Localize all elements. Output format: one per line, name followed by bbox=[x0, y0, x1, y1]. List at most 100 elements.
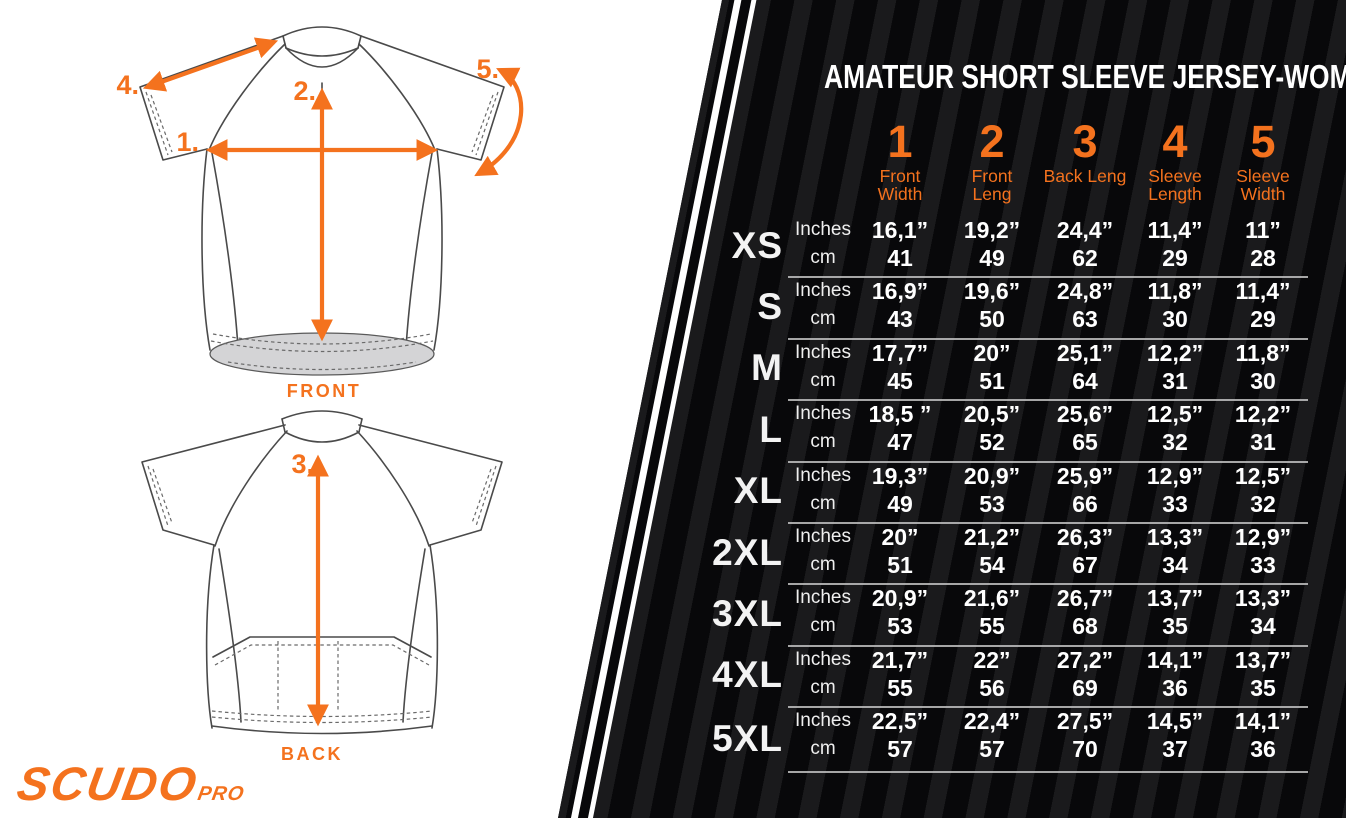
inches-value: 11,4” bbox=[1235, 278, 1291, 305]
inches-value: 12,2” bbox=[1146, 339, 1204, 366]
size-label: XS bbox=[731, 224, 783, 266]
inches-value: 17,7” bbox=[871, 339, 929, 366]
cm-value: 34 bbox=[1250, 613, 1276, 640]
cm-unit-label: cm bbox=[810, 554, 836, 575]
size-label: S bbox=[757, 286, 783, 328]
inches-value: 27,2” bbox=[1056, 646, 1114, 673]
sleeve-length-arrow bbox=[142, 37, 279, 92]
inches-value: 21,6” bbox=[963, 585, 1021, 612]
table-row: S Inches cm 16,9” 43 19,6” 50 24,8” 63 11,8… bbox=[560, 276, 1346, 337]
inches-value: 12,9” bbox=[1234, 524, 1292, 550]
table-row: 4XL Inches cm 21,7” 55 22” 56 27,2” 69 14,1… bbox=[560, 645, 1346, 706]
sleeve-width-arrow bbox=[474, 67, 524, 177]
inches-value: 16,9” bbox=[871, 278, 929, 305]
cm-value: 49 bbox=[887, 490, 913, 517]
inches-value: 20,5” bbox=[963, 401, 1021, 428]
inches-value: 21,2” bbox=[963, 524, 1021, 550]
size-label: 3XL bbox=[712, 593, 783, 635]
row-separator bbox=[788, 522, 1308, 524]
cm-value: 36 bbox=[1162, 674, 1188, 701]
cm-value: 64 bbox=[1072, 367, 1098, 394]
page-title: AMATEUR SHORT SLEEVE JERSEY-WOMAN bbox=[824, 58, 1346, 95]
cm-value: 62 bbox=[1072, 245, 1098, 271]
size-label: M bbox=[751, 347, 783, 389]
cm-value: 67 bbox=[1072, 552, 1098, 578]
marker-5-label: 5. bbox=[476, 54, 499, 84]
brand-logo: SCUDOPRO bbox=[13, 756, 251, 811]
column-label: Sleeve Length bbox=[1148, 166, 1202, 204]
cm-value: 57 bbox=[979, 736, 1005, 763]
row-separator bbox=[788, 771, 1308, 774]
cm-value: 31 bbox=[1250, 429, 1276, 456]
cm-value: 30 bbox=[1250, 367, 1276, 394]
cm-value: 45 bbox=[887, 367, 913, 394]
measurement-arrows bbox=[142, 37, 524, 727]
inches-value: 26,7” bbox=[1056, 585, 1114, 612]
row-separator bbox=[788, 460, 1308, 463]
column-header: 1 Front Width bbox=[840, 116, 960, 203]
inches-value: 13,7” bbox=[1234, 646, 1292, 673]
inches-value: 12,9” bbox=[1146, 462, 1204, 489]
inches-value: 16,1” bbox=[871, 217, 929, 243]
size-label: L bbox=[759, 408, 783, 450]
cm-unit-label: cm bbox=[810, 615, 836, 637]
inches-value: 12,5” bbox=[1234, 462, 1292, 489]
inches-value: 24,8” bbox=[1056, 278, 1114, 305]
size-label: 2XL bbox=[712, 531, 783, 573]
inches-value: 11,8” bbox=[1235, 339, 1291, 366]
cm-unit-label: cm bbox=[810, 308, 836, 330]
brand-logo-suffix: PRO bbox=[195, 783, 247, 805]
inches-unit-label: Inches bbox=[795, 587, 851, 609]
column-header: 4 Sleeve Length bbox=[1115, 119, 1235, 204]
cm-value: 54 bbox=[979, 552, 1005, 578]
table-row: M Inches cm 17,7” 45 20” 51 25,1” 64 12,2” … bbox=[560, 338, 1346, 399]
inches-value: 25,6” bbox=[1056, 401, 1114, 428]
inches-value: 11,4” bbox=[1147, 217, 1203, 243]
inches-value: 11,8” bbox=[1147, 278, 1203, 305]
inches-value: 26,3” bbox=[1056, 524, 1114, 550]
size-label: 5XL bbox=[712, 717, 783, 759]
column-number: 1 bbox=[887, 116, 913, 167]
cm-unit-label: cm bbox=[810, 492, 836, 514]
inches-value: 18,5 ” bbox=[868, 401, 932, 428]
cm-value: 51 bbox=[887, 552, 913, 578]
cm-value: 55 bbox=[979, 613, 1005, 640]
table-row: L Inches cm 18,5 ” 47 20,5” 52 25,6” 65 12,… bbox=[560, 399, 1346, 460]
cm-value: 53 bbox=[979, 490, 1005, 517]
inches-value: 19,3” bbox=[871, 462, 929, 489]
cm-value: 68 bbox=[1072, 613, 1098, 640]
inches-value: 14,5” bbox=[1146, 708, 1204, 735]
inches-value: 24,4” bbox=[1056, 217, 1114, 243]
cm-unit-label: cm bbox=[810, 247, 836, 268]
cm-unit-label: cm bbox=[810, 431, 836, 453]
cm-value: 63 bbox=[1072, 306, 1098, 333]
cm-value: 33 bbox=[1250, 552, 1276, 578]
cm-value: 66 bbox=[1072, 490, 1098, 517]
inches-value: 13,3” bbox=[1146, 524, 1204, 550]
jersey-measurement-diagram: 1. 2. 3. 4. 5. FRONT BACK bbox=[116, 26, 524, 764]
inches-value: 25,1” bbox=[1056, 339, 1114, 366]
cm-value: 49 bbox=[979, 245, 1005, 271]
cm-value: 56 bbox=[979, 674, 1005, 701]
column-header: 2 Front Leng bbox=[932, 119, 1052, 203]
inches-value: 25,9” bbox=[1056, 462, 1114, 489]
inches-value: 14,1” bbox=[1146, 646, 1204, 673]
size-label: XL bbox=[733, 470, 783, 512]
cm-value: 29 bbox=[1162, 245, 1188, 271]
inches-value: 20,9” bbox=[871, 585, 929, 612]
column-number: 3 bbox=[1072, 116, 1098, 167]
column-label: Sleeve Width bbox=[1236, 166, 1290, 204]
cm-value: 70 bbox=[1072, 736, 1098, 763]
inches-value: 11” bbox=[1245, 217, 1281, 243]
row-separator bbox=[788, 706, 1308, 709]
cm-unit-label: cm bbox=[810, 676, 836, 698]
inches-value: 19,6” bbox=[963, 278, 1021, 305]
row-separator bbox=[788, 399, 1308, 402]
cm-value: 32 bbox=[1250, 490, 1276, 517]
inches-unit-label: Inches bbox=[795, 526, 851, 547]
cm-value: 35 bbox=[1162, 613, 1188, 640]
row-separator bbox=[788, 337, 1308, 340]
table-row: 5XL Inches cm 22,5” 57 22,4” 57 27,5” 70 14… bbox=[560, 706, 1346, 771]
